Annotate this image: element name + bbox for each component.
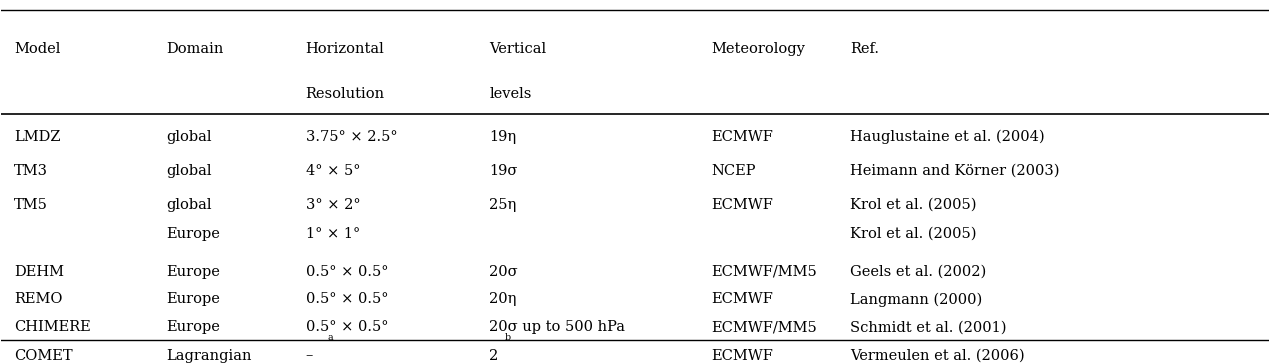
Text: TM5: TM5: [14, 198, 48, 212]
Text: Geels et al. (2002): Geels et al. (2002): [851, 265, 987, 279]
Text: Model: Model: [14, 42, 61, 56]
Text: 19σ: 19σ: [489, 164, 518, 178]
Text: Europe: Europe: [166, 265, 220, 279]
Text: 20σ: 20σ: [489, 265, 518, 279]
Text: REMO: REMO: [14, 292, 62, 306]
Text: b: b: [504, 333, 511, 342]
Text: ECMWF: ECMWF: [711, 348, 773, 363]
Text: 0.5° × 0.5°: 0.5° × 0.5°: [306, 292, 389, 306]
Text: NCEP: NCEP: [711, 164, 756, 178]
Text: CHIMERE: CHIMERE: [14, 320, 91, 334]
Text: Horizontal: Horizontal: [306, 42, 385, 56]
Text: Meteorology: Meteorology: [711, 42, 805, 56]
Text: COMET: COMET: [14, 348, 72, 363]
Text: –: –: [306, 348, 312, 363]
Text: ECMWF: ECMWF: [711, 292, 773, 306]
Text: global: global: [166, 164, 212, 178]
Text: 4° × 5°: 4° × 5°: [306, 164, 359, 178]
Text: LMDZ: LMDZ: [14, 130, 61, 144]
Text: Langmann (2000): Langmann (2000): [851, 292, 983, 306]
Text: global: global: [166, 130, 212, 144]
Text: Lagrangian: Lagrangian: [166, 348, 251, 363]
Text: 25η: 25η: [489, 198, 517, 212]
Text: Vertical: Vertical: [489, 42, 546, 56]
Text: ECMWF: ECMWF: [711, 130, 773, 144]
Text: DEHM: DEHM: [14, 265, 64, 279]
Text: 1° × 1°: 1° × 1°: [306, 227, 359, 241]
Text: 3° × 2°: 3° × 2°: [306, 198, 361, 212]
Text: TM3: TM3: [14, 164, 48, 178]
Text: Europe: Europe: [166, 227, 220, 241]
Text: ECMWF/MM5: ECMWF/MM5: [711, 265, 817, 279]
Text: 2: 2: [489, 348, 499, 363]
Text: Krol et al. (2005): Krol et al. (2005): [851, 227, 977, 241]
Text: a: a: [328, 333, 333, 342]
Text: Resolution: Resolution: [306, 87, 385, 101]
Text: Hauglustaine et al. (2004): Hauglustaine et al. (2004): [851, 130, 1045, 144]
Text: Vermeulen et al. (2006): Vermeulen et al. (2006): [851, 348, 1025, 363]
Text: Ref.: Ref.: [851, 42, 879, 56]
Text: global: global: [166, 198, 212, 212]
Text: Europe: Europe: [166, 320, 220, 334]
Text: 3.75° × 2.5°: 3.75° × 2.5°: [306, 130, 398, 144]
Text: 20σ up to 500 hPa: 20σ up to 500 hPa: [489, 320, 625, 334]
Text: 0.5° × 0.5°: 0.5° × 0.5°: [306, 320, 389, 334]
Text: ECMWF/MM5: ECMWF/MM5: [711, 320, 817, 334]
Text: 20η: 20η: [489, 292, 517, 306]
Text: Krol et al. (2005): Krol et al. (2005): [851, 198, 977, 212]
Text: Domain: Domain: [166, 42, 224, 56]
Text: 19η: 19η: [489, 130, 517, 144]
Text: ECMWF: ECMWF: [711, 198, 773, 212]
Text: 0.5° × 0.5°: 0.5° × 0.5°: [306, 265, 389, 279]
Text: Heimann and Körner (2003): Heimann and Körner (2003): [851, 164, 1060, 178]
Text: Europe: Europe: [166, 292, 220, 306]
Text: Schmidt et al. (2001): Schmidt et al. (2001): [851, 320, 1007, 334]
Text: levels: levels: [489, 87, 532, 101]
